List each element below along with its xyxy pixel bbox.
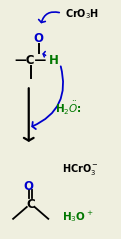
Text: H$_3$O$^+$: H$_3$O$^+$	[62, 209, 93, 224]
Text: O: O	[34, 33, 44, 45]
Text: HCrO$_3^-$: HCrO$_3^-$	[62, 162, 99, 177]
Text: —C—: —C—	[15, 54, 47, 67]
Text: C: C	[26, 197, 35, 211]
Text: H: H	[49, 54, 59, 67]
Text: CrO$_3$H: CrO$_3$H	[65, 7, 99, 21]
Text: H$_2\ddot{O}$:: H$_2\ddot{O}$:	[55, 100, 82, 117]
Text: O: O	[24, 180, 34, 193]
